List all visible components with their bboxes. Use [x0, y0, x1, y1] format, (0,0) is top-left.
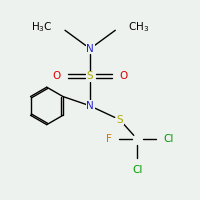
Text: N: N — [86, 101, 94, 111]
Text: Cl: Cl — [163, 134, 173, 144]
Text: H: H — [45, 22, 53, 32]
Text: S: S — [87, 71, 93, 81]
Text: F: F — [106, 134, 112, 144]
Text: H$_3$C: H$_3$C — [31, 20, 53, 34]
Text: CH$_3$: CH$_3$ — [128, 20, 149, 34]
Text: S: S — [116, 115, 123, 125]
Text: Cl: Cl — [132, 165, 143, 175]
Text: O: O — [52, 71, 61, 81]
Text: N: N — [86, 44, 94, 54]
Text: O: O — [120, 71, 128, 81]
